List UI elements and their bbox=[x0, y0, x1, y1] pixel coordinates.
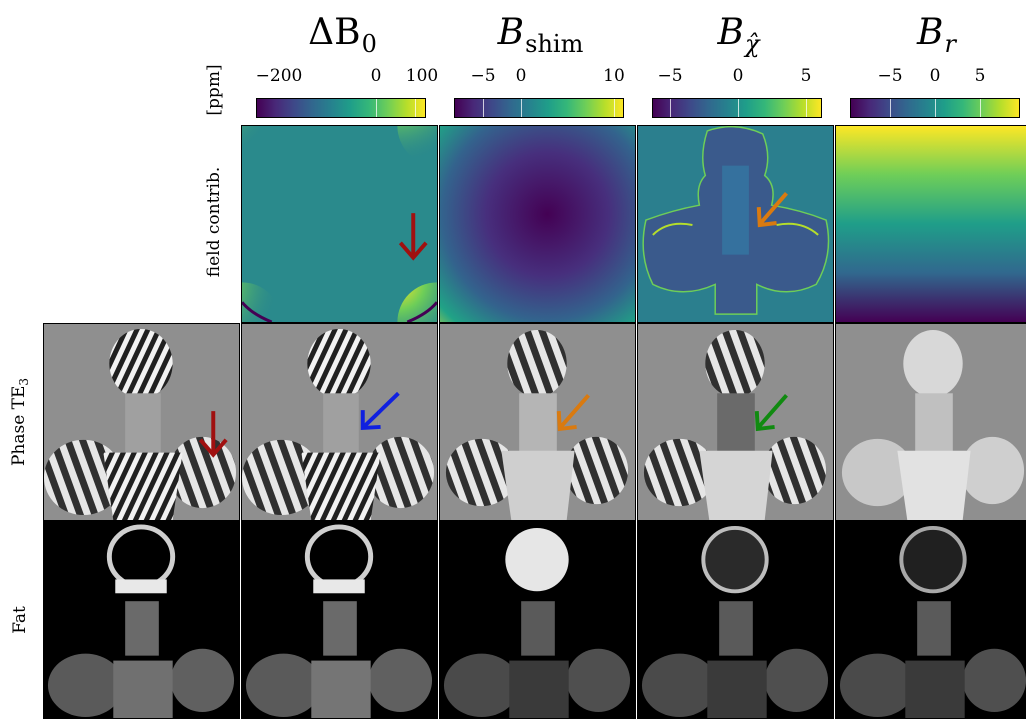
colorbar-delta-b0 bbox=[256, 98, 426, 118]
green-arrow-icon bbox=[754, 393, 788, 432]
cbar1-tick-zero: 0 bbox=[370, 66, 382, 86]
panel-fat-b-chi bbox=[637, 521, 834, 719]
panel-field-b-shim bbox=[439, 125, 636, 323]
panel-phase-b-r bbox=[835, 323, 1026, 521]
cbar4-tick-zero: 0 bbox=[929, 66, 941, 86]
row-label-fat: Fat bbox=[10, 606, 30, 634]
cbar3-tick-zero: 0 bbox=[732, 66, 744, 86]
cbar1-tick-min: −200 bbox=[255, 66, 303, 86]
panel-fat-b-r bbox=[835, 521, 1026, 719]
cbar2-tick-max: 10 bbox=[603, 66, 625, 86]
col-title-b-chi: Bχ̂ bbox=[717, 12, 760, 58]
colorbar-b-chi bbox=[652, 98, 822, 118]
panel-field-b-r bbox=[835, 125, 1026, 323]
panel-phase-b-shim bbox=[439, 323, 636, 521]
row-label-field-contrib: field contrib. bbox=[204, 166, 224, 278]
colorbar-b-r bbox=[850, 98, 1020, 118]
cbar4-tick-min: −5 bbox=[877, 66, 903, 86]
red-arrow-icon bbox=[398, 213, 428, 261]
panel-fat-b-shim-0 bbox=[241, 521, 438, 719]
cbar2-tick-zero: 0 bbox=[515, 66, 527, 86]
panel-field-delta-b0 bbox=[241, 125, 438, 323]
colorbar-b-shim bbox=[454, 98, 624, 118]
cbar1-tick-max: 100 bbox=[405, 66, 439, 86]
col-title-delta-b0: ΔB0 bbox=[308, 12, 377, 58]
panel-phase-b-shim-0 bbox=[241, 323, 438, 521]
panel-phase-delta-b0 bbox=[43, 323, 240, 521]
cbar3-tick-max: 5 bbox=[800, 66, 812, 86]
row-label-phase-te3: Phase TE3 bbox=[8, 377, 32, 467]
cbar4-tick-max: 5 bbox=[974, 66, 986, 86]
panel-field-b-chi bbox=[637, 125, 834, 323]
col-title-b-r: Br bbox=[917, 12, 956, 58]
panel-fat-delta-b0 bbox=[43, 521, 240, 719]
orange-arrow-icon bbox=[556, 393, 590, 432]
cbar3-tick-min: −5 bbox=[657, 66, 683, 86]
red-arrow-icon bbox=[198, 411, 228, 458]
orange-arrow-icon bbox=[756, 192, 788, 228]
col-title-b-shim: Bshim bbox=[497, 12, 584, 58]
panel-phase-b-chi bbox=[637, 323, 834, 521]
blue-arrow-icon bbox=[360, 391, 400, 431]
cbar2-tick-min: −5 bbox=[470, 66, 496, 86]
colorbar-unit-label: [ppm] bbox=[204, 64, 224, 116]
panel-fat-b-shim bbox=[439, 521, 636, 719]
